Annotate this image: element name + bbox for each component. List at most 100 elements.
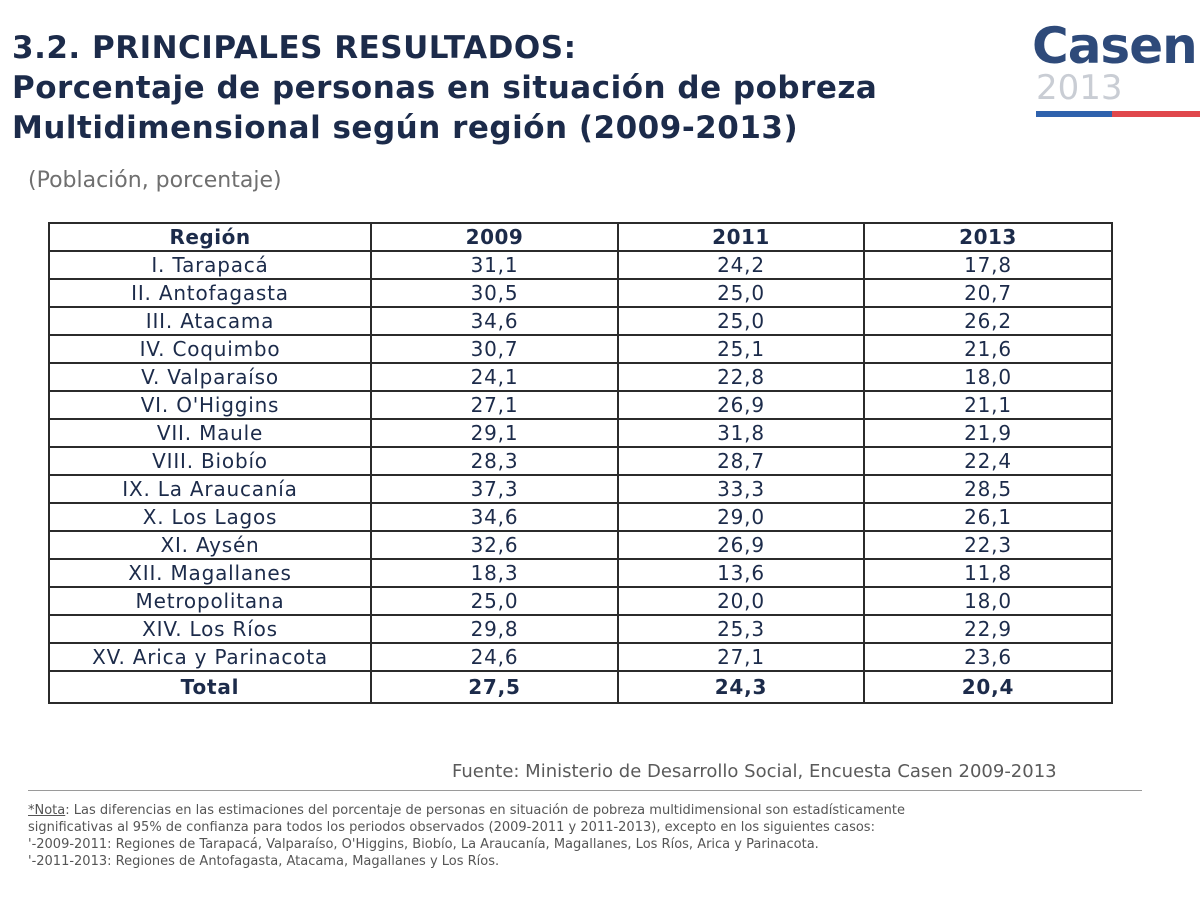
table-body: I. Tarapacá 31,1 24,2 17,8 II. Antofagasta 30…	[48, 250, 1113, 704]
logo-bar-red	[1112, 111, 1200, 117]
cell-2013: 21,6	[863, 334, 1113, 364]
cell-2009: 24,6	[370, 642, 619, 672]
cell-2009: 31,1	[370, 250, 619, 280]
cell-2009: 37,3	[370, 474, 619, 504]
footnote-line-1-text: : Las diferencias en las estimaciones de…	[65, 803, 905, 818]
cell-2011: 25,0	[617, 306, 865, 336]
source-divider	[28, 790, 1142, 791]
cell-region: XII. Magallanes	[48, 558, 372, 588]
cell-2013: 28,5	[863, 474, 1113, 504]
cell-region: VIII. Biobío	[48, 446, 372, 476]
cell-2011: 22,8	[617, 362, 865, 392]
table-row: XIV. Los Ríos 29,8 25,3 22,9	[48, 614, 1113, 644]
cell-2013: 22,4	[863, 446, 1113, 476]
cell-2009: 24,1	[370, 362, 619, 392]
table-row: Metropolitana 25,0 20,0 18,0	[48, 586, 1113, 616]
cell-2009: 29,1	[370, 418, 619, 448]
cell-2011: 26,9	[617, 390, 865, 420]
cell-region: VII. Maule	[48, 418, 372, 448]
table-row: VIII. Biobío 28,3 28,7 22,4	[48, 446, 1113, 476]
footnote-line-1: *Nota: Las diferencias en las estimacion…	[28, 802, 1178, 819]
footnote-label: *Nota	[28, 803, 66, 818]
page-title: 3.2. PRINCIPALES RESULTADOS: Porcentaje …	[12, 28, 972, 148]
total-2009: 27,5	[370, 670, 619, 704]
casen-logo: Casen 2013	[1032, 18, 1200, 128]
cell-region: XV. Arica y Parinacota	[48, 642, 372, 672]
cell-2009: 25,0	[370, 586, 619, 616]
table-row: V. Valparaíso 24,1 22,8 18,0	[48, 362, 1113, 392]
table-row: XV. Arica y Parinacota 24,6 27,1 23,6	[48, 642, 1113, 672]
cell-2011: 31,8	[617, 418, 865, 448]
footnote-line-3: '-2009-2011: Regiones de Tarapacá, Valpa…	[28, 837, 819, 852]
cell-region: X. Los Lagos	[48, 502, 372, 532]
footnote-line-4: '-2011-2013: Regiones de Antofagasta, At…	[28, 854, 500, 869]
cell-2013: 18,0	[863, 586, 1113, 616]
cell-2009: 29,8	[370, 614, 619, 644]
cell-2013: 22,3	[863, 530, 1113, 560]
cell-2011: 13,6	[617, 558, 865, 588]
cell-2013: 17,8	[863, 250, 1113, 280]
cell-2009: 32,6	[370, 530, 619, 560]
cell-region: V. Valparaíso	[48, 362, 372, 392]
cell-2013: 22,9	[863, 614, 1113, 644]
table-row: VI. O'Higgins 27,1 26,9 21,1	[48, 390, 1113, 420]
cell-2011: 20,0	[617, 586, 865, 616]
cell-2011: 33,3	[617, 474, 865, 504]
cell-2013: 23,6	[863, 642, 1113, 672]
header-2009: 2009	[370, 222, 619, 252]
cell-region: Metropolitana	[48, 586, 372, 616]
cell-2011: 28,7	[617, 446, 865, 476]
cell-2013: 26,1	[863, 502, 1113, 532]
total-2011: 24,3	[617, 670, 865, 704]
cell-2009: 34,6	[370, 306, 619, 336]
logo-word: Casen	[1032, 17, 1198, 75]
title-line-3: Multidimensional según región (2009-2013…	[12, 110, 799, 146]
cell-2011: 24,2	[617, 250, 865, 280]
logo-year: 2013	[1036, 68, 1123, 108]
table-row: I. Tarapacá 31,1 24,2 17,8	[48, 250, 1113, 280]
table-row: XI. Aysén 32,6 26,9 22,3	[48, 530, 1113, 560]
header-2011: 2011	[617, 222, 865, 252]
cell-region: IX. La Araucanía	[48, 474, 372, 504]
table-row: III. Atacama 34,6 25,0 26,2	[48, 306, 1113, 336]
table-row: IX. La Araucanía 37,3 33,3 28,5	[48, 474, 1113, 504]
cell-2011: 25,1	[617, 334, 865, 364]
cell-region: XI. Aysén	[48, 530, 372, 560]
cell-2013: 18,0	[863, 362, 1113, 392]
cell-region: III. Atacama	[48, 306, 372, 336]
cell-2011: 29,0	[617, 502, 865, 532]
cell-2009: 28,3	[370, 446, 619, 476]
cell-region: IV. Coquimbo	[48, 334, 372, 364]
table-header-row: Región 2009 2011 2013	[48, 222, 1113, 252]
table-total-row: Total 27,5 24,3 20,4	[48, 670, 1113, 704]
table-row: X. Los Lagos 34,6 29,0 26,1	[48, 502, 1113, 532]
table-row: VII. Maule 29,1 31,8 21,9	[48, 418, 1113, 448]
cell-2009: 34,6	[370, 502, 619, 532]
total-2013: 20,4	[863, 670, 1113, 704]
cell-region: I. Tarapacá	[48, 250, 372, 280]
cell-2011: 25,3	[617, 614, 865, 644]
total-region: Total	[48, 670, 372, 704]
cell-2013: 11,8	[863, 558, 1113, 588]
footnote: *Nota: Las diferencias en las estimacion…	[28, 802, 1178, 870]
title-line-1: 3.2. PRINCIPALES RESULTADOS:	[12, 30, 577, 66]
table-row: II. Antofagasta 30,5 25,0 20,7	[48, 278, 1113, 308]
logo-color-bar	[1036, 111, 1200, 117]
footnote-line-2: significativas al 95% de confianza para …	[28, 820, 875, 835]
table-row: IV. Coquimbo 30,7 25,1 21,6	[48, 334, 1113, 364]
cell-2009: 30,7	[370, 334, 619, 364]
cell-2011: 27,1	[617, 642, 865, 672]
cell-2009: 27,1	[370, 390, 619, 420]
cell-2013: 20,7	[863, 278, 1113, 308]
cell-2011: 26,9	[617, 530, 865, 560]
title-line-2: Porcentaje de personas en situación de p…	[12, 70, 878, 106]
header-region: Región	[48, 222, 372, 252]
cell-region: VI. O'Higgins	[48, 390, 372, 420]
cell-region: XIV. Los Ríos	[48, 614, 372, 644]
cell-2013: 21,1	[863, 390, 1113, 420]
cell-region: II. Antofagasta	[48, 278, 372, 308]
poverty-table: Región 2009 2011 2013 I. Tarapacá 31,1 24,…	[48, 222, 1113, 704]
cell-2009: 18,3	[370, 558, 619, 588]
header-2013: 2013	[863, 222, 1113, 252]
cell-2009: 30,5	[370, 278, 619, 308]
